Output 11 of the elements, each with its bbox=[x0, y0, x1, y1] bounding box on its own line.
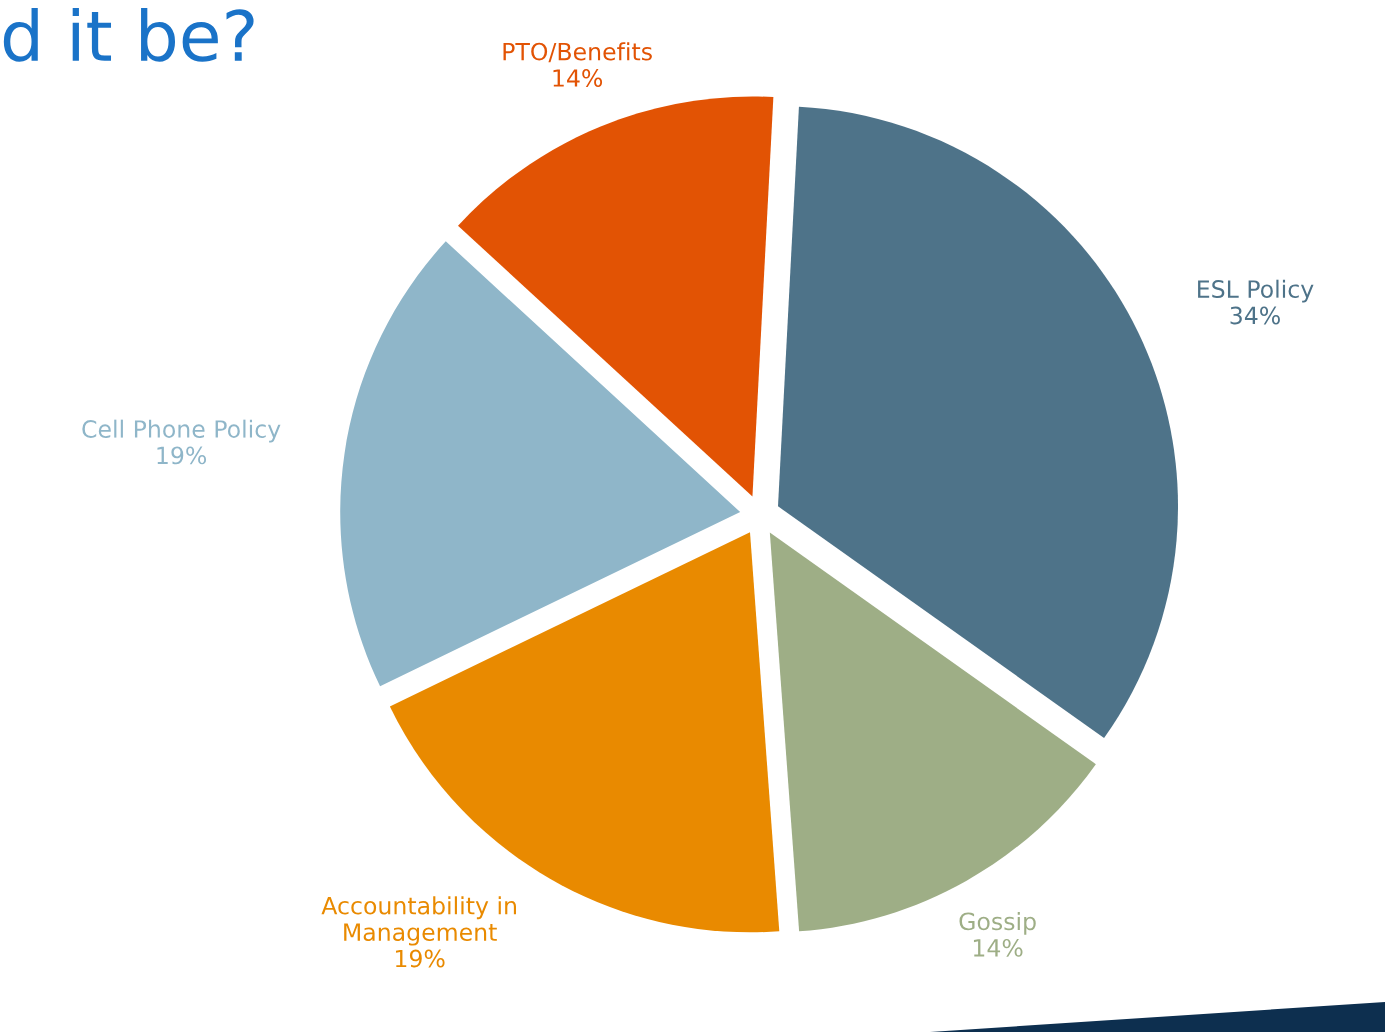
data-label: 19% bbox=[395, 949, 445, 968]
data-label: 34% bbox=[1230, 306, 1280, 325]
data-label: 19% bbox=[157, 446, 207, 465]
slice-label: Accountability in Management bbox=[321, 896, 516, 946]
slice-label: Gossip bbox=[959, 912, 1036, 935]
data-label: 14% bbox=[553, 69, 603, 87]
slice-label: ESL Policy bbox=[1198, 279, 1314, 303]
chart-title: d it be? bbox=[3, 8, 254, 62]
slice-label: PTO/Benefits bbox=[503, 42, 652, 63]
slice-label: Cell Phone Policy bbox=[82, 419, 281, 443]
data-label: 14% bbox=[973, 938, 1023, 957]
